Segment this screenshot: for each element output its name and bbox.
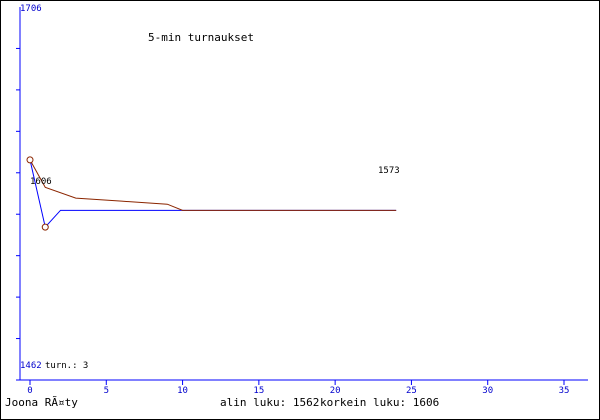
data-point-marker bbox=[26, 156, 34, 164]
x-ticks: 0 5 10 15 20 25 30 35 bbox=[27, 380, 569, 396]
x-tick-label: 10 bbox=[177, 386, 188, 396]
series-line-1 bbox=[29, 159, 397, 229]
turns-label: turn.: 3 bbox=[45, 361, 88, 371]
data-point-marker bbox=[41, 223, 49, 231]
x-tick-label: 20 bbox=[330, 386, 341, 396]
y-min-label: 1462 bbox=[20, 361, 42, 371]
start-value-label: 1606 bbox=[30, 177, 52, 187]
chart-title: 5-min turnaukset bbox=[148, 31, 254, 44]
x-tick-label: 30 bbox=[482, 386, 493, 396]
x-tick-label: 15 bbox=[253, 386, 264, 396]
max-value-text: korkein luku: 1606 bbox=[320, 396, 439, 409]
y-max-label: 1706 bbox=[20, 4, 42, 14]
author-name: Joona RÃ¤ty bbox=[5, 396, 78, 409]
series-layer bbox=[29, 159, 397, 229]
end-value-label: 1573 bbox=[378, 166, 400, 176]
x-tick-label: 25 bbox=[406, 386, 417, 396]
min-value-text: alin luku: 1562 bbox=[220, 396, 319, 409]
x-tick-label: 35 bbox=[559, 386, 570, 396]
y-ticks bbox=[16, 47, 20, 381]
x-tick-label: 5 bbox=[104, 386, 109, 396]
series-line-2 bbox=[29, 159, 397, 211]
x-tick-label: 0 bbox=[27, 386, 32, 396]
marker-layer bbox=[26, 156, 49, 231]
